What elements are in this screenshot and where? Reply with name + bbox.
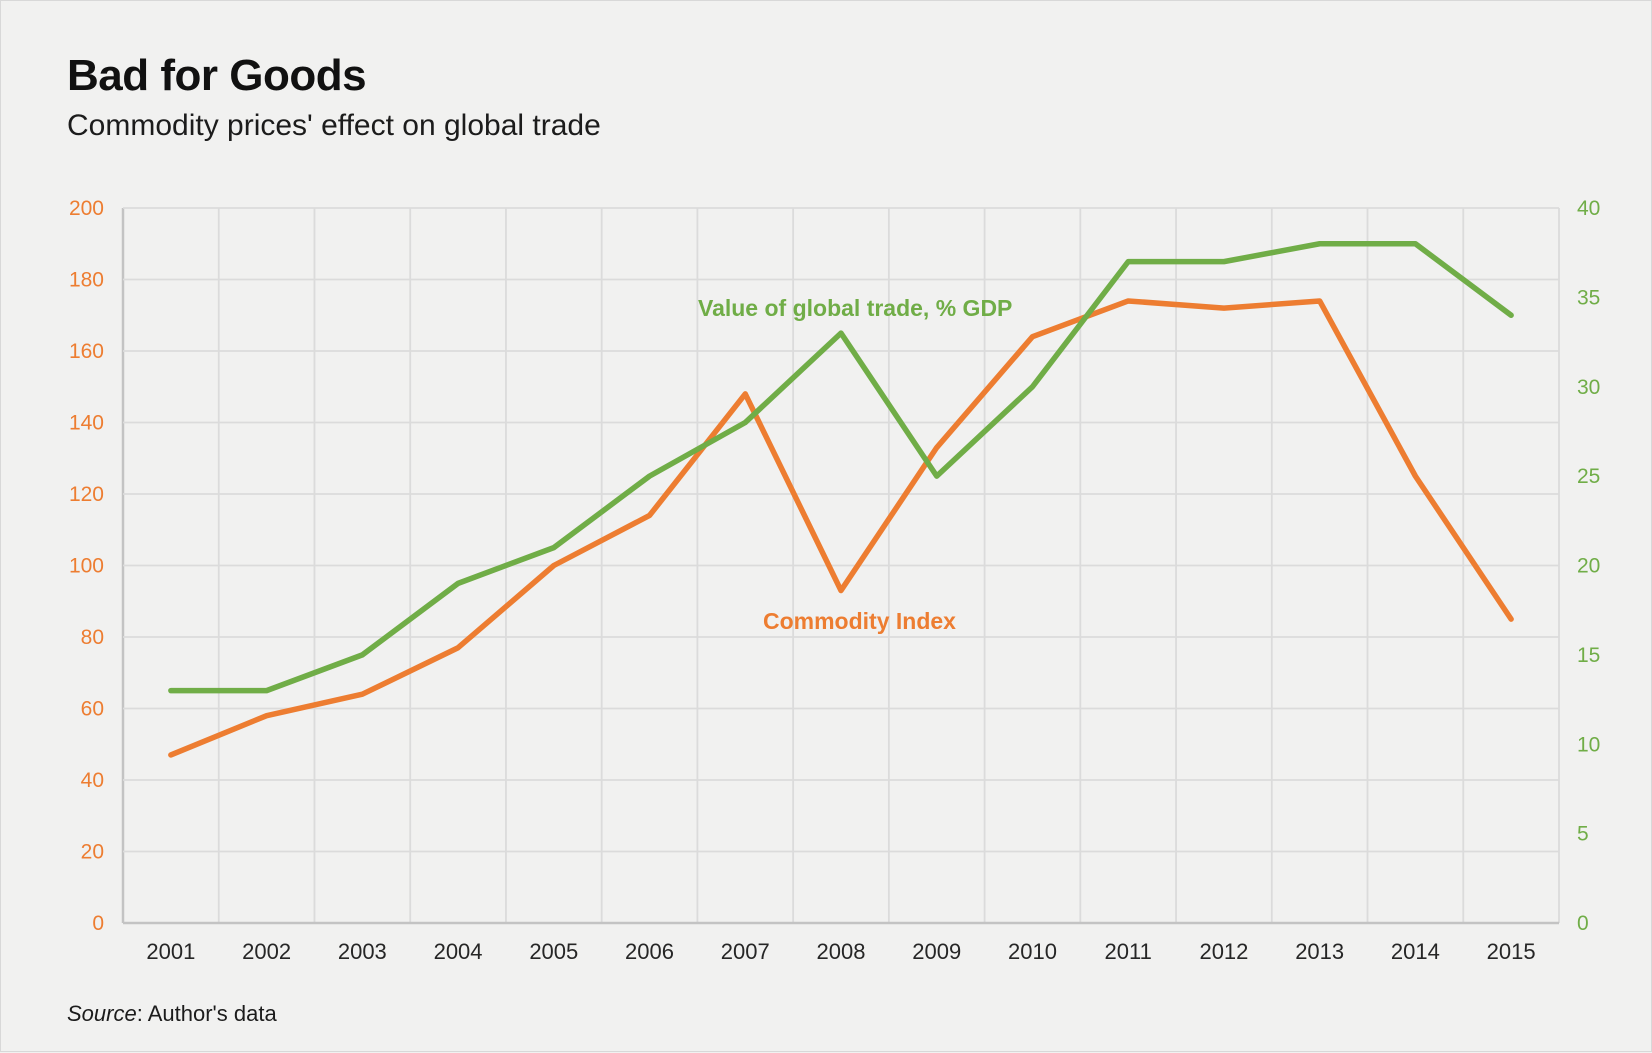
x-tick-label: 2011: [1105, 939, 1152, 964]
x-tick-label: 2006: [625, 939, 674, 964]
y-left-tick-label: 180: [69, 269, 104, 292]
x-tick-label: 2002: [242, 939, 291, 964]
y-right-tick-label: 35: [1577, 286, 1600, 309]
series-label: Commodity Index: [763, 608, 956, 634]
y-left-tick-label: 120: [69, 483, 104, 506]
x-tick-label: 2010: [1008, 939, 1057, 964]
y-right-tick-label: 0: [1577, 912, 1589, 935]
y-left-tick-label: 80: [81, 626, 104, 649]
y-left-tick-label: 200: [69, 197, 104, 220]
source-label: Source: [67, 1001, 137, 1026]
series-label: Value of global trade, % GDP: [698, 295, 1012, 321]
x-tick-label: 2014: [1391, 939, 1440, 964]
x-tick-label: 2005: [529, 939, 578, 964]
y-right-tick-label: 5: [1577, 823, 1589, 846]
y-left-tick-label: 0: [92, 912, 104, 935]
y-right-tick-label: 25: [1577, 465, 1600, 488]
x-tick-label: 2003: [338, 939, 387, 964]
y-right-tick-label: 20: [1577, 555, 1600, 578]
x-tick-label: 2008: [817, 939, 866, 964]
source-text: : Author's data: [136, 1001, 277, 1026]
y-left-tick-label: 60: [81, 698, 104, 721]
x-tick-label: 2015: [1487, 939, 1536, 964]
x-tick-label: 2012: [1199, 939, 1248, 964]
y-left-tick-label: 140: [69, 412, 104, 435]
series-line-value-of-global-trade-gdp: [168, 241, 1514, 694]
x-tick-label: 2009: [912, 939, 961, 964]
y-left-tick-label: 160: [69, 340, 104, 363]
x-tick-label: 2001: [146, 939, 195, 964]
y-right-tick-label: 10: [1577, 733, 1600, 756]
y-right-tick-label: 30: [1577, 376, 1600, 399]
y-left-tick-label: 20: [81, 841, 104, 864]
y-left-tick-label: 40: [81, 769, 104, 792]
x-tick-label: 2013: [1295, 939, 1344, 964]
x-tick-label: 2004: [434, 939, 483, 964]
series-line-commodity-index: [168, 298, 1514, 758]
y-left-tick-label: 100: [69, 555, 104, 578]
page-title: Bad for Goods: [67, 51, 367, 100]
y-right-tick-label: 15: [1577, 644, 1600, 667]
page-subtitle: Commodity prices' effect on global trade: [67, 109, 601, 142]
source-note: Source: Author's data: [67, 1001, 277, 1027]
y-right-tick-label: 40: [1577, 197, 1600, 220]
x-tick-label: 2007: [721, 939, 770, 964]
